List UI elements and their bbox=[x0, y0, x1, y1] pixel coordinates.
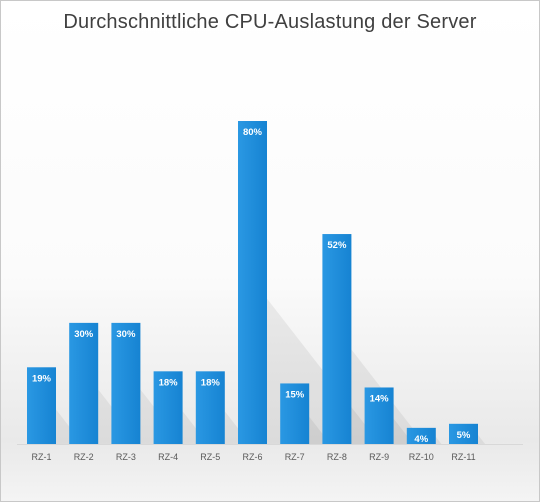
bar-rz-11 bbox=[449, 423, 478, 444]
bar-rz-7 bbox=[280, 383, 310, 444]
bar-rz-2 bbox=[69, 322, 99, 444]
bar-rz-4 bbox=[153, 371, 183, 444]
data-label: 52% bbox=[327, 240, 347, 251]
data-label: 4% bbox=[414, 434, 428, 445]
bar-shadow bbox=[224, 411, 251, 444]
data-label: 18% bbox=[159, 377, 179, 388]
x-tick-label: RZ-3 bbox=[116, 452, 136, 462]
bar-rz-9 bbox=[364, 387, 394, 444]
bar-shadow bbox=[309, 416, 331, 444]
data-label: 30% bbox=[74, 329, 94, 340]
x-tick-label: RZ-2 bbox=[74, 452, 94, 462]
x-tick-label: RZ-9 bbox=[369, 452, 389, 462]
bar-rz-3 bbox=[111, 322, 141, 444]
bar-rz-6 bbox=[238, 121, 267, 444]
bar-shadow bbox=[478, 434, 486, 444]
x-tick-label: RZ-8 bbox=[327, 452, 347, 462]
bar-rz-5 bbox=[195, 371, 225, 444]
x-tick-label: RZ-10 bbox=[409, 452, 434, 462]
bar-rz-10 bbox=[406, 427, 436, 444]
x-tick-label: RZ-7 bbox=[285, 452, 305, 462]
x-tick-label: RZ-1 bbox=[32, 452, 52, 462]
data-label: 5% bbox=[457, 430, 471, 441]
data-label: 80% bbox=[243, 127, 263, 138]
data-label: 15% bbox=[285, 389, 305, 400]
x-tick-label: RZ-11 bbox=[451, 452, 475, 462]
data-label: 14% bbox=[370, 393, 390, 404]
bar-shadow bbox=[435, 436, 442, 444]
bar-rz-1 bbox=[27, 367, 56, 444]
data-label: 18% bbox=[201, 377, 221, 388]
x-tick-label: RZ-5 bbox=[200, 452, 220, 462]
bar-rz-8 bbox=[322, 234, 352, 444]
chart-title: Durchschnittliche CPU-Auslastung der Ser… bbox=[63, 11, 477, 33]
x-tick-label: RZ-4 bbox=[158, 452, 178, 462]
data-label: 19% bbox=[32, 373, 52, 384]
data-label: 30% bbox=[116, 329, 136, 340]
x-tick-label: RZ-6 bbox=[243, 452, 263, 462]
